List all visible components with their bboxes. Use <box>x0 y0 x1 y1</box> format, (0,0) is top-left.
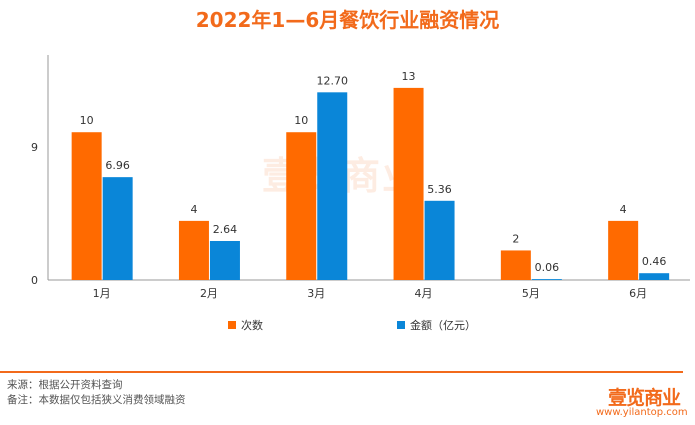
bar-amount <box>424 200 455 280</box>
source-text: 来源：根据公开资料查询 <box>7 379 123 391</box>
data-label: 12.70 <box>317 74 349 87</box>
x-tick-label: 1月 <box>93 287 111 300</box>
bar-amount <box>317 92 348 280</box>
bar-count <box>608 220 639 280</box>
bar-amount <box>531 279 562 280</box>
y-tick-label: 9 <box>31 141 38 154</box>
data-label: 4 <box>190 203 197 216</box>
data-label: 13 <box>402 70 416 83</box>
brand-logo: 壹览商业 <box>608 387 681 409</box>
bar-count <box>393 87 424 280</box>
x-tick-label: 6月 <box>629 287 647 300</box>
legend-label: 次数 <box>241 318 263 332</box>
x-tick-label: 5月 <box>522 287 540 300</box>
data-label: 10 <box>294 114 308 127</box>
legend-swatch <box>228 321 236 329</box>
legend-label: 金额（亿元） <box>410 318 476 332</box>
note-text: 备注：本数据仅包括狭义消费领域融资 <box>7 394 186 406</box>
bar-amount <box>639 273 670 280</box>
bar-count <box>71 132 102 280</box>
bar-count <box>178 220 209 280</box>
bar-chart: 0 9 1月 10 6.96 2月 4 2.64 3月 10 12.70 4月 13 5.36 5月 2 0.0… <box>31 55 690 332</box>
data-label: 10 <box>80 114 94 127</box>
x-tick-label: 2月 <box>200 287 218 300</box>
x-tick-label: 4月 <box>415 287 433 300</box>
data-label: 0.06 <box>535 261 560 274</box>
data-label: 5.36 <box>427 183 452 196</box>
legend-swatch <box>397 321 405 329</box>
bar-amount <box>102 177 133 280</box>
chart-title: 2022年1—6月餐饮行业融资情况 <box>195 8 500 32</box>
bar-count <box>286 132 317 280</box>
data-label: 0.46 <box>642 255 667 268</box>
brand-url: www.yilantop.com <box>596 407 688 418</box>
footer-divider <box>0 371 683 373</box>
bar-amount <box>209 240 240 280</box>
data-label: 2 <box>512 232 519 245</box>
y-tick-label: 0 <box>31 274 38 287</box>
data-label: 2.64 <box>213 223 238 236</box>
x-tick-label: 3月 <box>307 287 325 300</box>
data-label: 4 <box>620 203 627 216</box>
bar-count <box>500 250 531 280</box>
data-label: 6.96 <box>105 159 130 172</box>
